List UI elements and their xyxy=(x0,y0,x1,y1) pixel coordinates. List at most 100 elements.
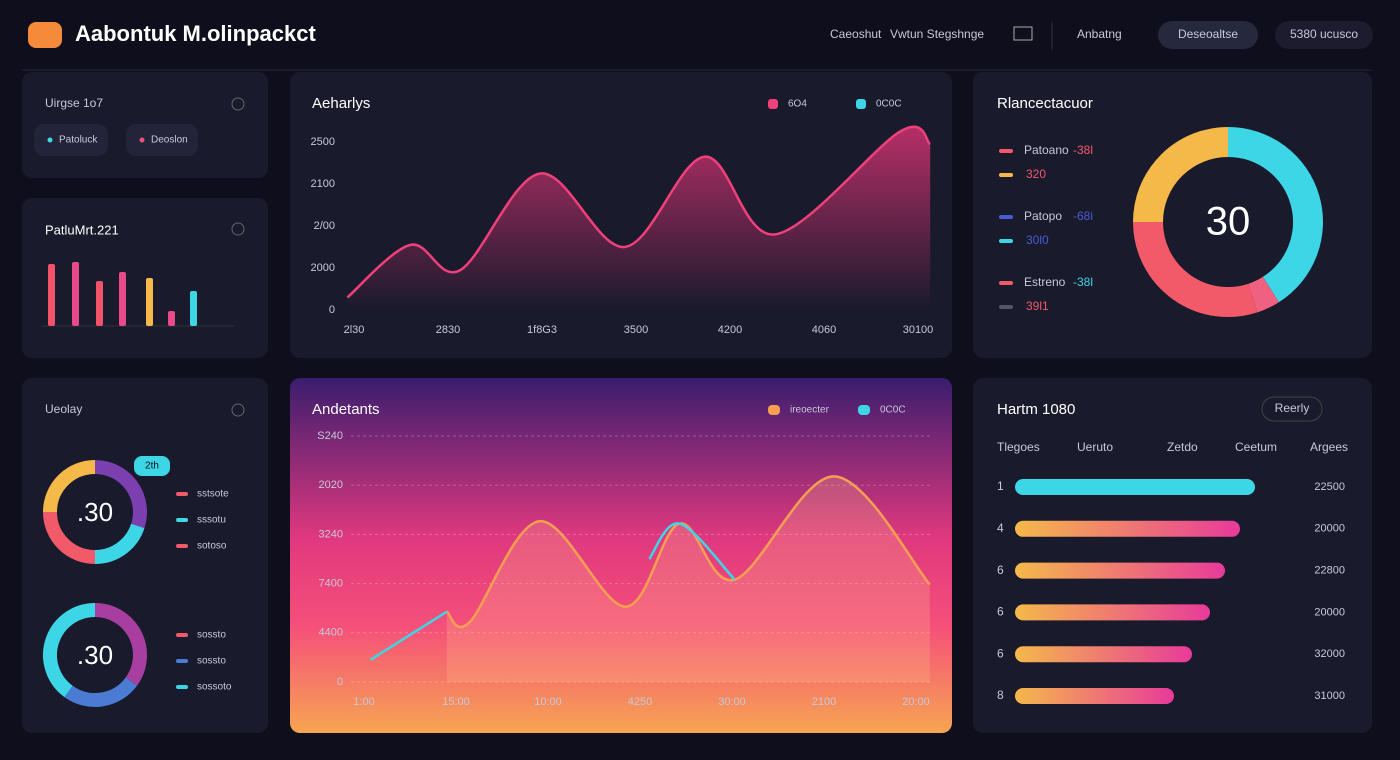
y-tick-label: 2/00 xyxy=(314,220,335,232)
donut-segment xyxy=(1133,127,1229,223)
nav-link[interactable]: Caeoshut xyxy=(830,27,882,41)
legend-label: sssotu xyxy=(197,515,226,526)
tab[interactable]: Anbatng xyxy=(1077,27,1122,41)
line xyxy=(445,475,931,629)
legend-label: 6O4 xyxy=(788,99,807,110)
chip[interactable]: Deoslon xyxy=(151,135,188,146)
amount: 20000 xyxy=(1314,606,1345,618)
y-tick-label: 0 xyxy=(337,676,343,688)
x-tick-label: 4200 xyxy=(718,324,742,336)
panel-title: Uirgse 1o7 xyxy=(45,96,103,110)
x-tick-label: 2l30 xyxy=(344,324,365,336)
x-tick-label: 4250 xyxy=(628,696,652,708)
bar xyxy=(119,272,126,326)
panel-title: Rlancectacuor xyxy=(997,95,1093,112)
column-header: Argees xyxy=(1310,440,1348,454)
bar xyxy=(1015,688,1174,704)
legend-label: 0C0C xyxy=(880,405,906,416)
legend-swatch xyxy=(999,239,1013,243)
icon[interactable] xyxy=(231,97,245,111)
donut-segment xyxy=(94,523,145,564)
chip-bg[interactable] xyxy=(126,124,198,156)
legend-value: 39l1 xyxy=(1026,299,1049,313)
x-tick-label: 1f8G3 xyxy=(527,324,557,336)
button-bg[interactable] xyxy=(1261,396,1323,422)
logo-icon xyxy=(28,22,62,48)
legend-delta: -38l xyxy=(1073,143,1093,157)
user-bg[interactable] xyxy=(1275,21,1373,49)
x-tick-label: 2830 xyxy=(436,324,460,336)
y-tick-label: 2100 xyxy=(311,178,335,190)
x-tick-label: 3500 xyxy=(624,324,648,336)
bar xyxy=(1015,646,1192,663)
panel-title: PatluMrt.221 xyxy=(45,222,119,237)
chip-bg[interactable] xyxy=(34,124,108,156)
logo: Aabontuk M.olinpackct xyxy=(75,21,316,46)
icon[interactable] xyxy=(231,403,245,417)
y-tick-label: 2500 xyxy=(311,136,335,148)
panel xyxy=(290,378,952,733)
y-tick-label: S240 xyxy=(317,430,343,442)
panel-title: Ueolay xyxy=(45,402,82,416)
x-tick-label: 2100 xyxy=(812,696,836,708)
y-tick-label: 7400 xyxy=(319,578,343,590)
panels xyxy=(22,72,1372,733)
panel-title: Andetants xyxy=(312,401,380,418)
legend-label: sstsote xyxy=(197,489,229,500)
legend-label: sossto xyxy=(197,656,226,667)
y-tick-label: 0 xyxy=(329,304,335,316)
legend-swatch xyxy=(999,305,1013,309)
legend-delta: -38l xyxy=(1073,275,1093,289)
bar xyxy=(1015,562,1225,579)
donut-segment xyxy=(94,603,147,686)
legend-swatch xyxy=(176,544,188,548)
x-tick-label: 30100 xyxy=(903,324,934,336)
rank: 1 xyxy=(997,479,1004,493)
donut-segment xyxy=(1227,127,1323,303)
monitor-icon[interactable] xyxy=(1013,26,1033,41)
x-tick-label: 10:00 xyxy=(534,696,562,708)
column-header: Ceetum xyxy=(1235,440,1277,454)
legend-swatch xyxy=(176,518,188,522)
bar xyxy=(1015,520,1240,537)
donut-segment xyxy=(1247,276,1279,313)
y-tick-label: 4400 xyxy=(319,627,343,639)
legend-delta: -68i xyxy=(1073,209,1093,223)
legend-swatch xyxy=(176,685,188,689)
amount: 32000 xyxy=(1314,648,1345,660)
icon[interactable] xyxy=(231,222,245,236)
y-tick-label: 2020 xyxy=(319,479,343,491)
user[interactable]: 5380 ucusco xyxy=(1290,27,1358,41)
button[interactable]: Reerly xyxy=(1275,401,1310,415)
bar xyxy=(190,291,197,326)
rank: 6 xyxy=(997,646,1004,660)
legend-label: 0C0C xyxy=(876,99,902,110)
nav-link[interactable]: Vwtun Stegshnge xyxy=(890,27,984,41)
legend-swatch xyxy=(999,215,1013,219)
legend-swatch xyxy=(176,633,188,637)
panel xyxy=(22,198,268,358)
legend-swatch xyxy=(999,173,1013,177)
donut-segment xyxy=(94,460,147,529)
donut-segment xyxy=(43,511,96,564)
donut-center: 30 xyxy=(1206,200,1251,244)
donut-segment xyxy=(64,677,138,707)
amount: 31000 xyxy=(1314,690,1345,702)
legend-label: Patoano xyxy=(1024,143,1069,157)
chip-dot xyxy=(139,137,145,143)
chip[interactable]: Patoluck xyxy=(59,135,98,146)
column-header: Zetdo xyxy=(1167,440,1198,454)
badge-bg xyxy=(134,456,170,476)
donut-center: .30 xyxy=(77,640,113,670)
legend-swatch xyxy=(999,149,1013,153)
button-bg[interactable] xyxy=(1158,21,1258,49)
legend-label: Estreno xyxy=(1024,275,1066,289)
legend-swatch xyxy=(768,99,778,109)
legend-label: sossto xyxy=(197,630,226,641)
rank: 8 xyxy=(997,688,1004,702)
chip-dot xyxy=(47,137,53,143)
amount: 20000 xyxy=(1314,523,1345,535)
button[interactable]: Deseoaltse xyxy=(1178,27,1238,41)
